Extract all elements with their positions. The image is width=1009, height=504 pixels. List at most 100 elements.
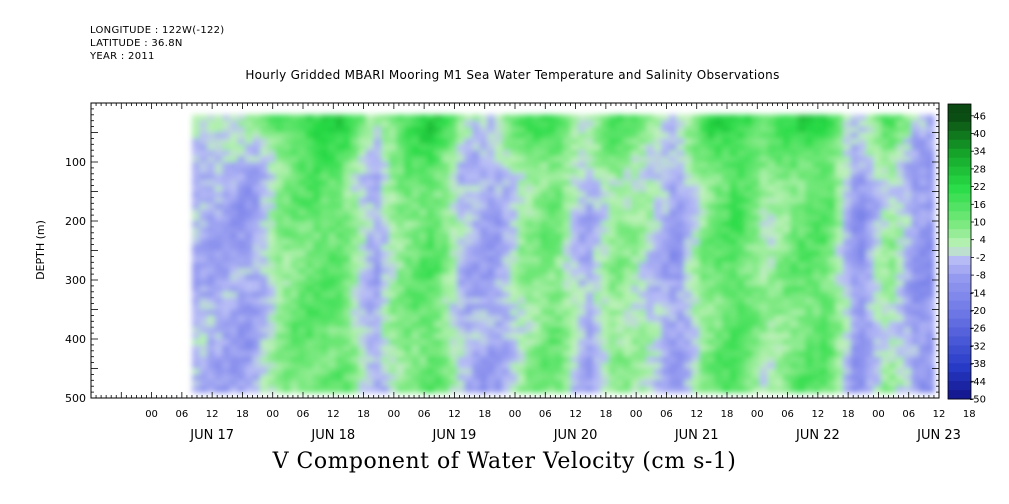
heatmap-cell bbox=[691, 173, 701, 181]
heatmap-cell bbox=[903, 197, 913, 205]
heatmap-cell bbox=[555, 167, 564, 175]
heatmap-cell bbox=[600, 162, 610, 169]
heatmap-cell bbox=[593, 333, 602, 340]
heatmap-cell bbox=[244, 185, 254, 193]
heatmap-cell bbox=[207, 120, 216, 128]
heatmap-cell bbox=[805, 333, 814, 340]
heatmap-cell bbox=[214, 256, 224, 264]
heatmap-cell bbox=[721, 215, 731, 222]
heatmap-cell bbox=[714, 350, 723, 358]
heatmap-cell bbox=[305, 203, 314, 210]
heatmap-cell bbox=[509, 114, 519, 122]
heatmap-cell bbox=[714, 285, 723, 293]
heatmap-cell bbox=[411, 386, 420, 393]
heatmap-cell bbox=[797, 173, 807, 181]
heatmap-cell bbox=[827, 350, 837, 358]
heatmap-cell bbox=[744, 362, 754, 370]
heatmap-cell bbox=[464, 268, 473, 275]
heatmap-cell bbox=[903, 144, 913, 151]
heatmap-cell bbox=[759, 297, 769, 305]
heatmap-cell bbox=[229, 297, 239, 305]
heatmap-cell bbox=[676, 173, 685, 181]
heatmap-cell bbox=[373, 356, 383, 364]
heatmap-cell bbox=[903, 362, 913, 370]
heatmap-cell bbox=[926, 368, 935, 376]
heatmap-cell bbox=[207, 386, 216, 393]
heatmap-cell bbox=[646, 339, 655, 346]
heatmap-cell bbox=[290, 274, 299, 281]
heatmap-cell bbox=[706, 144, 716, 151]
heatmap-cell bbox=[464, 350, 473, 358]
heatmap-cell bbox=[615, 280, 625, 287]
heatmap-cell bbox=[388, 350, 398, 358]
heatmap-cell bbox=[381, 144, 390, 151]
heatmap-cell bbox=[313, 333, 322, 340]
heatmap-cell bbox=[449, 315, 458, 323]
heatmap-cell bbox=[320, 126, 330, 134]
heatmap-cell bbox=[600, 386, 610, 393]
heatmap-cell bbox=[305, 327, 314, 334]
heatmap-cell bbox=[207, 321, 216, 328]
heatmap-cell bbox=[752, 191, 761, 199]
heatmap-cell bbox=[244, 203, 254, 210]
heatmap-cell bbox=[631, 238, 640, 246]
heatmap-cell bbox=[911, 120, 920, 128]
heatmap-cell bbox=[472, 303, 481, 311]
heatmap-cell bbox=[199, 203, 208, 210]
heatmap-cell bbox=[699, 315, 708, 323]
heatmap-cell bbox=[396, 380, 405, 387]
heatmap-cell bbox=[297, 221, 307, 228]
heatmap-cell bbox=[275, 114, 284, 122]
heatmap-cell bbox=[805, 114, 814, 122]
heatmap-cell bbox=[532, 232, 542, 240]
heatmap-cell bbox=[525, 256, 534, 264]
heatmap-cell bbox=[328, 291, 337, 299]
heatmap-cell bbox=[555, 203, 564, 210]
heatmap-cell bbox=[706, 150, 716, 157]
heatmap-cell bbox=[638, 362, 648, 370]
heatmap-cell bbox=[729, 191, 738, 199]
heatmap-cell bbox=[805, 226, 814, 234]
heatmap-cell bbox=[608, 173, 617, 181]
heatmap-cell bbox=[668, 238, 678, 246]
heatmap-cell bbox=[661, 262, 670, 269]
heatmap-cell bbox=[737, 244, 746, 252]
heatmap-cell bbox=[903, 120, 913, 128]
heatmap-cell bbox=[343, 380, 352, 387]
heatmap-cell bbox=[926, 215, 935, 222]
heatmap-cell bbox=[706, 226, 716, 234]
heatmap-cell bbox=[275, 368, 284, 376]
heatmap-cell bbox=[222, 256, 231, 264]
heatmap-cell bbox=[585, 327, 595, 334]
heatmap-cell bbox=[896, 167, 905, 175]
heatmap-field bbox=[191, 114, 935, 393]
heatmap-cell bbox=[222, 339, 231, 346]
heatmap-cell bbox=[570, 238, 579, 246]
heatmap-cell bbox=[305, 162, 314, 169]
heatmap-cell bbox=[555, 280, 564, 287]
heatmap-cell bbox=[638, 350, 648, 358]
heatmap-cell bbox=[812, 362, 822, 370]
heatmap-cell bbox=[767, 268, 776, 275]
heatmap-cell bbox=[744, 268, 754, 275]
heatmap-cell bbox=[578, 297, 587, 305]
heatmap-cell bbox=[214, 274, 224, 281]
heatmap-cell bbox=[684, 250, 693, 258]
heatmap-cell bbox=[472, 362, 481, 370]
heatmap-cell bbox=[585, 185, 595, 193]
heatmap-cell bbox=[570, 315, 579, 323]
heatmap-cell bbox=[502, 368, 511, 376]
heatmap-cell bbox=[260, 309, 269, 317]
heatmap-cell bbox=[729, 156, 738, 163]
heatmap-cell bbox=[464, 315, 473, 323]
heatmap-cell bbox=[653, 232, 663, 240]
heatmap-cell bbox=[615, 333, 625, 340]
heatmap-cell bbox=[752, 162, 761, 169]
heatmap-cell bbox=[790, 274, 799, 281]
heatmap-cell bbox=[328, 339, 337, 346]
heatmap-cell bbox=[570, 339, 579, 346]
heatmap-cell bbox=[517, 167, 526, 175]
heatmap-cell bbox=[419, 114, 428, 122]
heatmap-cell bbox=[706, 191, 716, 199]
heatmap-cell bbox=[487, 297, 496, 305]
